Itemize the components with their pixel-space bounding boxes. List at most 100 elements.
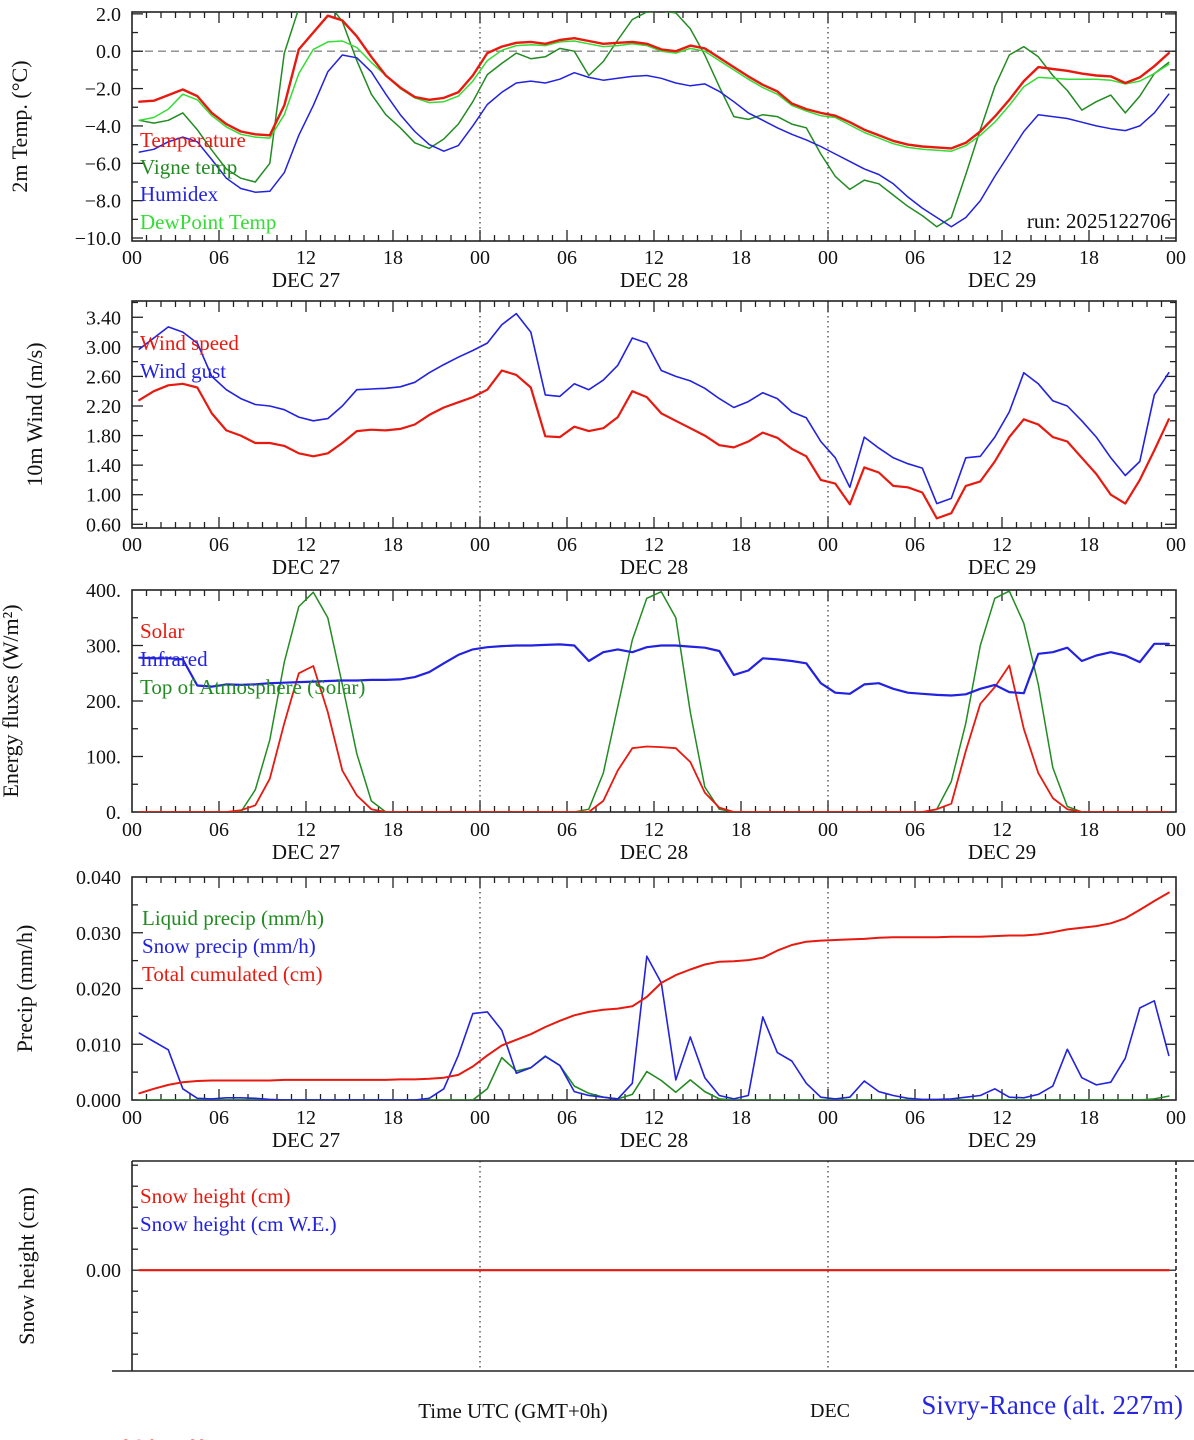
chart-canvas: 2.0 0.0 −2.0 −4.0 −6.0 −8.0 −10.0 00 06 12 18 00 06 1… (0, 4, 1194, 1372)
series-line-wind-speed (138, 369, 1170, 520)
legend-label-liquid-precip-mm-h: Liquid precip (mm/h) (142, 906, 324, 930)
x-tick-label: 00 (818, 247, 838, 269)
x-tick-label: 00 (1166, 534, 1186, 556)
x-tick-label: 06 (557, 819, 577, 841)
x-tick-label: 12 (296, 819, 316, 841)
panel-energy: 400.300.200.100.0.00 06 12 18 00 06 12 18 00 06 12… (0, 580, 1186, 864)
time-axis-label: Time UTC (GMT+0h) (418, 1399, 608, 1423)
x-tick-label: 00 (122, 247, 142, 269)
y-tick-label: 0.60 (86, 514, 121, 536)
series-line-total-cumulated-cm (138, 891, 1170, 1095)
y-tick-label: 2.0 (96, 4, 121, 26)
y-tick-label: 1.80 (86, 426, 121, 448)
x-tick-label: 00 (1166, 247, 1186, 269)
x-tick-label: 18 (383, 819, 403, 841)
series-group (138, 590, 1170, 812)
x-tick-label: 18 (731, 819, 751, 841)
y-tick-label: 1.00 (86, 485, 121, 507)
plot-frame (131, 300, 1177, 529)
legend-label-temperature: Temperature (140, 128, 246, 152)
legend-label-snow-height-cm-w-e: Snow height (cm W.E.) (140, 1212, 337, 1236)
legend-label-wind-gust: Wind gust (140, 359, 226, 383)
x-tick-label: 06 (905, 1107, 925, 1129)
x-tick-label: 06 (209, 819, 229, 841)
legend-label-snow-precip-mm-h: Snow precip (mm/h) (142, 934, 316, 958)
series-line-solar (138, 664, 1170, 812)
meteogram-svg: 2.00.0−2.0−4.0−6.0−8.0−10.000 06 12 18 00 06 1… (0, 4, 1194, 1372)
x-tick-label: 00 (470, 247, 490, 269)
y-tick-label: −6.0 (85, 153, 121, 175)
y-tick-label: −8.0 (85, 191, 121, 213)
legend-label-vigne-temp: Vigne temp (140, 155, 237, 179)
station-label: Sivry-Rance (alt. 227m) (921, 1390, 1183, 1420)
x-tick-label: 18 (731, 1107, 751, 1129)
axis-ticks (132, 301, 1176, 528)
day-label: DEC 28 (620, 268, 688, 292)
x-tick-label: 12 (644, 247, 664, 269)
x-tick-label: 00 (470, 534, 490, 556)
x-tick-label: 00 (1166, 1107, 1186, 1129)
plot-frame (131, 589, 1177, 813)
y-tick-label: 0.00 (86, 1260, 121, 1282)
x-tick-label: 00 (1166, 819, 1186, 841)
day-label: DEC 28 (620, 840, 688, 864)
x-tick-label: 00 (122, 534, 142, 556)
axis-ticks (132, 1164, 1176, 1355)
y-tick-label: 2.60 (86, 366, 121, 388)
legend-label-wind-speed: Wind speed (140, 331, 239, 355)
x-tick-label: 18 (731, 534, 751, 556)
y-axis-title: 10m Wind (m/s) (22, 342, 47, 486)
series-line-wind-gust (138, 312, 1170, 505)
series-line-infrared (138, 642, 1170, 697)
legend-label-total-cumulated-cm: Total cumulated (cm) (142, 962, 322, 986)
x-tick-label: 00 (470, 819, 490, 841)
run-label: run: 2025122706 (1026, 209, 1171, 233)
y-tick-label: 100. (86, 747, 121, 769)
axis-ticks (132, 12, 1176, 241)
x-tick-label: 00 (818, 534, 838, 556)
x-tick-label: 18 (1079, 819, 1099, 841)
day-label: DEC 29 (968, 555, 1036, 579)
panel-snow: 0.00 Snow height (cm) Snow height (cm) Snow… (14, 1160, 1194, 1372)
series-line-humidex (138, 54, 1170, 228)
y-tick-label: 0.040 (76, 867, 121, 889)
y-tick-label: 3.40 (86, 307, 121, 329)
x-tick-label: 12 (296, 247, 316, 269)
legend-label-solar: Solar (140, 619, 184, 643)
x-tick-label: 12 (296, 1107, 316, 1129)
day-label: DEC 28 (620, 555, 688, 579)
legend-label-humidex: Humidex (140, 182, 219, 206)
y-tick-label: 3.00 (86, 337, 121, 359)
series-group (138, 12, 1171, 228)
y-axis-title: Precip (mm/h) (12, 925, 37, 1053)
x-tick-label: 18 (383, 1107, 403, 1129)
axis-ticks (132, 590, 1176, 812)
plot-frame (112, 1160, 1194, 1372)
x-tick-label: 06 (905, 819, 925, 841)
x-tick-label: 12 (644, 534, 664, 556)
y-tick-label: 0.020 (76, 979, 121, 1001)
day-label: DEC 27 (272, 268, 340, 292)
y-tick-label: 0. (106, 802, 121, 824)
x-tick-label: 18 (1079, 534, 1099, 556)
legend-label-infrared: Infrared (140, 647, 208, 671)
x-tick-label: 00 (470, 1107, 490, 1129)
x-tick-label: 12 (296, 534, 316, 556)
series-line-liquid-precip-mm-h (138, 1055, 1170, 1100)
y-axis-title: Energy fluxes (W/m²) (0, 604, 23, 797)
y-tick-label: −10.0 (75, 228, 121, 250)
x-tick-label: 00 (818, 819, 838, 841)
day-label: DEC 27 (272, 555, 340, 579)
clipped-day-label: DEC (810, 1400, 850, 1422)
x-tick-label: 06 (557, 534, 577, 556)
x-tick-label: 18 (383, 534, 403, 556)
series-line-temperature (138, 14, 1171, 150)
y-tick-label: 1.40 (86, 455, 121, 477)
footer-credits: MARv3.14 model forced by GFS (c) Lab. of… (4, 1390, 342, 1440)
x-tick-label: 06 (557, 1107, 577, 1129)
x-tick-label: 00 (122, 819, 142, 841)
day-label: DEC 29 (968, 268, 1036, 292)
